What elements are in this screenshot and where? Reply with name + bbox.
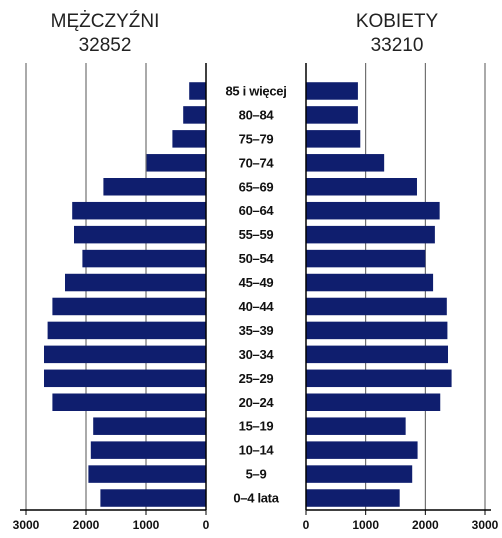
age-label-14: 15–19: [239, 419, 274, 434]
bar-male-8: [65, 273, 206, 292]
bar-male-6: [74, 225, 206, 244]
bars: [44, 82, 452, 507]
male-total: 32852: [79, 35, 132, 56]
bar-female-13: [306, 393, 441, 411]
bar-male-15: [90, 441, 206, 459]
tick-label-male-2000: 2000: [73, 518, 100, 532]
tick-label-male-1000: 1000: [133, 518, 160, 532]
bar-male-12: [44, 369, 206, 388]
bar-female-12: [306, 369, 452, 388]
age-label-11: 30–34: [239, 347, 275, 362]
age-label-1: 80–84: [239, 107, 275, 122]
bar-female-14: [306, 417, 406, 435]
bar-male-10: [47, 321, 206, 340]
bar-female-1: [306, 106, 358, 124]
age-label-16: 5–9: [246, 467, 267, 482]
age-labels: 85 i więcej 80–84 75–79 70–74 65–69 60–64 55–5…: [225, 83, 286, 505]
bar-female-3: [306, 154, 385, 172]
bar-female-4: [306, 178, 417, 196]
bar-female-17: [306, 489, 400, 507]
age-label-17: 0–4 lata: [233, 491, 279, 506]
bar-female-2: [306, 130, 361, 148]
bar-male-16: [88, 465, 206, 483]
age-label-6: 55–59: [239, 227, 274, 242]
bar-male-13: [52, 393, 207, 411]
age-label-2: 75–79: [239, 131, 274, 146]
bar-female-15: [306, 441, 418, 459]
bar-male-2: [172, 130, 206, 148]
age-label-12: 25–29: [239, 371, 274, 386]
bar-male-17: [100, 489, 206, 507]
axes: [20, 63, 491, 515]
age-label-10: 35–39: [239, 323, 274, 338]
bar-female-8: [306, 273, 434, 292]
tick-label-male-3000: 3000: [13, 518, 40, 532]
bar-female-16: [306, 465, 413, 483]
bar-male-4: [103, 178, 206, 196]
male-title: MĘŻCZYŹNI: [51, 11, 160, 32]
age-label-5: 60–64: [239, 203, 275, 218]
age-label-4: 65–69: [239, 179, 274, 194]
tick-label-female-2000: 2000: [412, 518, 439, 532]
tick-label-female-3000: 3000: [472, 518, 499, 532]
age-label-15: 10–14: [239, 443, 275, 458]
bar-female-6: [306, 225, 435, 244]
age-label-0: 85 i więcej: [225, 83, 286, 98]
bar-female-5: [306, 201, 440, 220]
tick-label-female-0: 0: [303, 518, 310, 532]
tick-labels: 3000 2000 1000 0 0 1000 2000 3000: [13, 518, 499, 532]
bar-male-5: [72, 201, 206, 220]
female-total: 33210: [371, 35, 424, 56]
bar-male-7: [82, 249, 206, 268]
tick-label-female-1000: 1000: [352, 518, 379, 532]
age-label-3: 70–74: [239, 155, 275, 170]
bar-female-9: [306, 297, 447, 316]
age-label-13: 20–24: [239, 395, 275, 410]
age-label-9: 40–44: [239, 299, 275, 314]
bar-male-1: [183, 106, 206, 124]
bar-female-0: [306, 82, 358, 100]
bar-male-11: [44, 345, 206, 364]
tick-label-male-0: 0: [203, 518, 210, 532]
bar-male-9: [52, 297, 207, 316]
age-label-8: 45–49: [239, 275, 274, 290]
bar-female-10: [306, 321, 448, 340]
bar-male-14: [93, 417, 206, 435]
female-title: KOBIETY: [356, 11, 439, 32]
bar-male-3: [146, 154, 206, 172]
bar-female-11: [306, 345, 449, 364]
bar-female-7: [306, 249, 426, 268]
age-label-7: 50–54: [239, 251, 275, 266]
bar-male-0: [189, 82, 206, 100]
